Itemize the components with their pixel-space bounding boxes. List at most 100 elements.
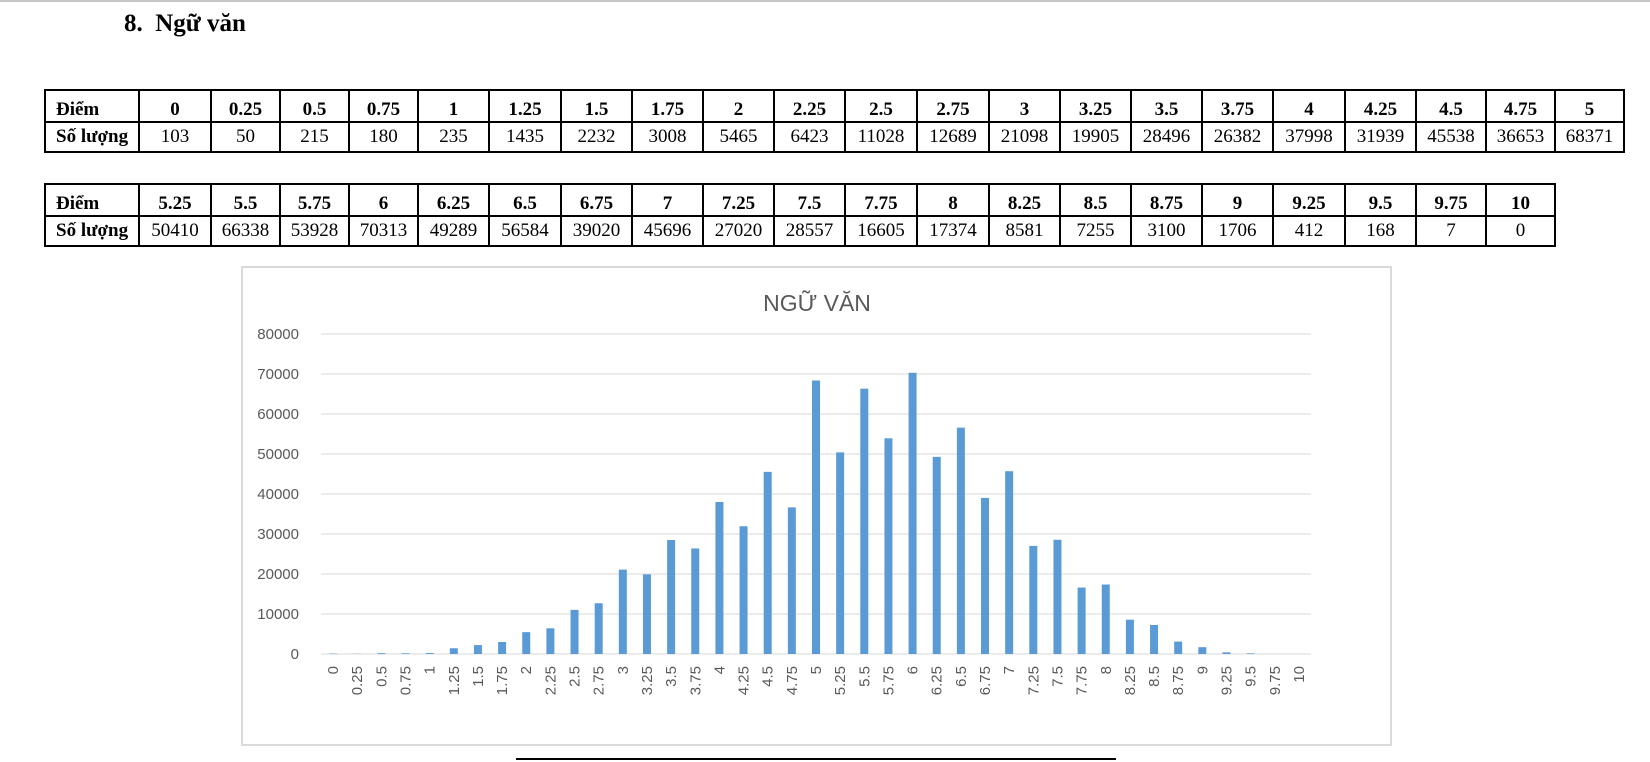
y-axis-ticks: 0 10000 20000 30000 40000 50000 60000 70000 8000… (257, 326, 299, 663)
points-row-cell: 4.5 (1415, 89, 1487, 123)
bar (739, 526, 748, 654)
bar (981, 497, 990, 654)
bar (618, 569, 627, 654)
y-tick-label: 60000 (257, 406, 299, 423)
count-row-cell: 56584 (488, 215, 562, 247)
x-tick-label: 2.5 (567, 666, 584, 687)
bar (473, 645, 482, 654)
x-tick-label: 4.75 (784, 666, 801, 695)
x-tick-label: 10 (1291, 666, 1308, 683)
count-row-cell: 11028 (844, 121, 918, 153)
bar (546, 628, 555, 654)
bar (1198, 647, 1207, 654)
count-row-cell: 19905 (1059, 121, 1132, 153)
bar (642, 574, 651, 654)
points-row-cell: 2.25 (773, 89, 846, 123)
x-tick-label: 4.25 (736, 666, 753, 695)
x-tick-label: 1 (422, 666, 439, 674)
points-row-cell: 7 (631, 183, 704, 217)
points-row-cell: 3.5 (1130, 89, 1203, 123)
points-row-label: Điểm (44, 89, 140, 123)
bar (377, 653, 386, 654)
bar-chart: NGỮ VĂN 0 10000 20000 30000 40000 50000 60000 7… (257, 289, 1311, 695)
count-row-cell: 2232 (560, 121, 633, 153)
points-row-cell: 10 (1485, 183, 1556, 217)
chart-frame: NGỮ VĂN 0 10000 20000 30000 40000 50000 60000 7… (241, 266, 1392, 746)
count-row-cell: 37998 (1272, 121, 1346, 153)
points-row-label: Điểm (44, 183, 140, 217)
bar (1150, 624, 1159, 654)
bars (329, 372, 1279, 654)
x-tick-label: 1.25 (446, 666, 463, 695)
points-row-cell: 2.5 (844, 89, 918, 123)
bar (812, 380, 820, 654)
bar (1125, 619, 1134, 654)
points-row-cell: 1.5 (560, 89, 633, 123)
bar (763, 471, 772, 654)
points-row-cell: 6.5 (488, 183, 562, 217)
points-row-cell: 5.75 (279, 183, 350, 217)
x-tick-label: 9.25 (1218, 666, 1235, 695)
x-tick-label: 8.25 (1122, 666, 1139, 695)
count-row-cell: 7255 (1059, 215, 1132, 247)
bar (787, 507, 796, 654)
count-row-cell: 39020 (560, 215, 633, 247)
points-row-cell: 5 (1554, 89, 1625, 123)
count-row-cell: 8581 (988, 215, 1061, 247)
count-row-cell: 6423 (773, 121, 846, 153)
count-row-cell: 12689 (916, 121, 990, 153)
points-row-cell: 1 (417, 89, 490, 123)
points-row-cell: 3.75 (1201, 89, 1274, 123)
bar (1222, 652, 1231, 654)
y-tick-label: 70000 (257, 366, 299, 383)
count-row-cell: 28496 (1130, 121, 1203, 153)
points-row-cell: 9.5 (1344, 183, 1417, 217)
x-tick-label: 4 (711, 666, 728, 674)
bar (570, 609, 579, 654)
bar (691, 548, 700, 654)
x-tick-label: 9.75 (1267, 666, 1284, 695)
points-row-cell: 4.25 (1344, 89, 1417, 123)
count-row-cell: 50 (210, 121, 281, 153)
points-row-cell: 0 (138, 89, 212, 123)
count-row-cell: 53928 (279, 215, 350, 247)
bar (860, 388, 869, 654)
points-row-cell: 6.25 (417, 183, 490, 217)
chart-title: NGỮ VĂN (763, 289, 871, 316)
section-title: 8. Ngữ văn (124, 10, 246, 38)
count-row-cell: 180 (348, 121, 419, 153)
bar (884, 438, 893, 654)
count-row-cell: 5465 (702, 121, 775, 153)
points-row-cell: 5.5 (210, 183, 281, 217)
bar (401, 653, 410, 654)
points-row: Điểm 0 0.25 0.5 0.75 1 1.25 1.5 1.75 2 2.25 2.5 2.75… (44, 89, 1625, 123)
points-row-cell: 8 (916, 183, 990, 217)
points-row-cell: 1.25 (488, 89, 562, 123)
count-row-cell: 45538 (1415, 121, 1487, 153)
score-table-2: Điểm 5.25 5.5 5.75 6 6.25 6.5 6.75 7 7.25 7.5 7.75 8… (44, 183, 1556, 247)
x-tick-label: 5.5 (856, 666, 873, 687)
points-row-cell: 2 (702, 89, 775, 123)
bar (908, 372, 917, 654)
points-row-cell: 8.5 (1059, 183, 1132, 217)
count-row-cell: 3008 (631, 121, 704, 153)
points-row-cell: 4.75 (1485, 89, 1556, 123)
bar (425, 653, 434, 654)
bottom-rule (516, 758, 1116, 760)
bar (1246, 653, 1255, 654)
x-tick-label: 8.5 (1146, 666, 1163, 687)
points-row-cell: 1.75 (631, 89, 704, 123)
points-row: Điểm 5.25 5.5 5.75 6 6.25 6.5 6.75 7 7.25 7.5 7.75 8… (44, 183, 1556, 217)
bar (956, 427, 965, 654)
count-row-cell: 17374 (916, 215, 990, 247)
bar (522, 632, 531, 654)
count-row-cell: 27020 (702, 215, 775, 247)
points-row-cell: 0.75 (348, 89, 419, 123)
x-tick-label: 8 (1098, 666, 1115, 674)
count-row-cell: 36653 (1485, 121, 1556, 153)
x-tick-label: 7.25 (1025, 666, 1042, 695)
x-tick-label: 4.5 (760, 666, 777, 687)
bar (449, 648, 458, 654)
points-row-cell: 3 (988, 89, 1061, 123)
points-row-cell: 9 (1201, 183, 1274, 217)
